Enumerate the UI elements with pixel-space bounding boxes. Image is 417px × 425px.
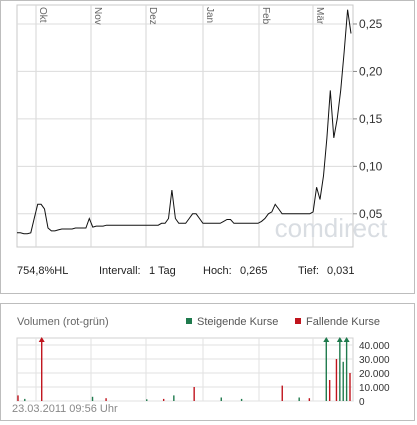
- volume-bar: [24, 398, 26, 401]
- price-plot-frame: [16, 4, 354, 248]
- volume-y-tick-label: 20.000: [359, 369, 390, 380]
- legend-rising-swatch: [186, 318, 192, 324]
- legend-rising: Steigende Kurse: [186, 316, 278, 328]
- legend-falling-label: Fallende Kurse: [306, 316, 380, 328]
- volume-bar: [335, 359, 338, 401]
- volume-chart: 0 10.000 20.000 30.000 40.000: [16, 337, 390, 408]
- price-chart-panel: comdirect Okt Nov Dez Jan Feb Mär 0,05 0,10 0,1…: [0, 0, 415, 294]
- price-x-tick-label: Okt: [37, 7, 48, 23]
- price-y-tick-label: 0,25: [359, 17, 383, 31]
- volume-bar: [349, 373, 351, 401]
- price-x-tick-label: Dez: [147, 7, 158, 25]
- volume-overflow-arrow: [38, 337, 45, 342]
- volume-y-tick-label: 10.000: [359, 383, 390, 394]
- interval-value: 1 Tag: [149, 265, 176, 277]
- price-x-tick-label: Jan: [204, 7, 215, 23]
- price-x-tick-label: Nov: [92, 7, 103, 25]
- price-x-tick-label: Feb: [260, 7, 271, 25]
- volume-y-tick-label: 40.000: [359, 341, 390, 352]
- price-y-tick-label: 0,10: [359, 159, 383, 173]
- high-label: Hoch:: [203, 265, 232, 277]
- volume-chart-panel: Volumen (rot-grün) Steigende Kurse Falle…: [0, 303, 415, 421]
- legend-falling: Fallende Kurse: [295, 316, 380, 328]
- performance-value: 754,8%HL: [17, 265, 69, 277]
- volume-overflow-arrow: [323, 337, 330, 342]
- volume-bar: [342, 361, 344, 401]
- price-x-tick-label: Mär: [314, 7, 325, 25]
- volume-bar: [146, 399, 148, 401]
- volume-bar: [193, 387, 195, 401]
- volume-bar: [105, 398, 107, 401]
- volume-bar: [91, 396, 94, 401]
- price-chart: comdirect Okt Nov Dez Jan Feb Mär 0,05 0,10 0,1…: [16, 4, 388, 248]
- low-label: Tief:: [298, 265, 319, 277]
- low-value: 0,031: [327, 265, 355, 277]
- chart-stats: 754,8%HL Intervall: 1 Tag Hoch: 0,265 Ti…: [17, 265, 414, 281]
- volume-bar: [162, 398, 165, 401]
- volume-bar: [308, 398, 311, 401]
- legend-falling-swatch: [295, 318, 301, 324]
- volume-bar: [220, 397, 222, 401]
- price-series-line: [17, 9, 352, 235]
- volume-bar: [17, 395, 19, 401]
- volume-bar: [281, 385, 283, 401]
- volume-bar: [173, 395, 175, 401]
- price-y-tick-label: 0,20: [359, 64, 383, 78]
- price-y-tick-label: 0,05: [359, 207, 383, 221]
- interval-label: Intervall:: [99, 265, 141, 277]
- volume-bar: [240, 398, 243, 401]
- volume-title: Volumen (rot-grün): [17, 316, 109, 328]
- volume-bar: [298, 397, 300, 401]
- chart-watermark: comdirect: [275, 213, 388, 243]
- volume-overflow-arrow: [343, 337, 350, 342]
- volume-y-tick-label: 30.000: [359, 355, 390, 366]
- volume-y-tick-label: 0: [359, 397, 365, 408]
- volume-overflow-arrow: [336, 337, 343, 342]
- legend-rising-label: Steigende Kurse: [197, 316, 279, 328]
- high-value: 0,265: [240, 265, 268, 277]
- timestamp: 23.03.2011 09:56 Uhr: [12, 403, 118, 415]
- volume-plot-frame: [16, 337, 354, 402]
- volume-bar: [328, 380, 331, 401]
- price-y-tick-label: 0,15: [359, 112, 383, 126]
